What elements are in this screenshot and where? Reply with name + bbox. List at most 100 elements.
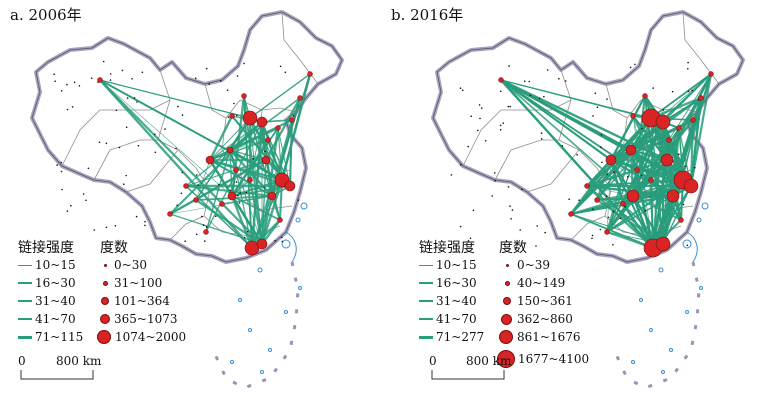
- city-node: [109, 79, 112, 81]
- city-node: [239, 192, 241, 194]
- city-node: [114, 225, 117, 227]
- city-node: [115, 109, 118, 112]
- city-node: [641, 127, 643, 130]
- city-node: [591, 234, 594, 237]
- city-node: [494, 172, 496, 174]
- city-node: [613, 171, 615, 173]
- city-node: [499, 90, 502, 93]
- city-node: [197, 184, 199, 186]
- city-node: [690, 117, 696, 123]
- city-node: [226, 89, 229, 91]
- province-boundary: [605, 83, 642, 119]
- degree-legend-item: 101~364: [100, 294, 170, 308]
- island: [661, 370, 665, 374]
- city-node: [640, 174, 643, 177]
- city-node: [691, 89, 693, 92]
- city-node: [82, 193, 85, 195]
- city-node: [284, 71, 287, 74]
- city-node: [592, 208, 594, 210]
- city-node: [629, 66, 632, 69]
- city-node: [181, 114, 184, 116]
- network-link: [185, 185, 253, 249]
- city-node: [144, 224, 146, 227]
- island: [658, 267, 664, 273]
- island: [238, 298, 242, 302]
- city-node: [233, 102, 235, 105]
- city-node: [509, 205, 511, 207]
- city-node: [229, 189, 232, 192]
- island: [284, 310, 288, 314]
- city-node: [604, 229, 610, 235]
- network-link: [500, 79, 634, 197]
- network-link: [606, 195, 674, 233]
- city-node: [682, 203, 685, 206]
- city-node: [644, 209, 646, 212]
- city-node: [558, 77, 560, 80]
- city-node: [600, 134, 603, 136]
- city-node: [601, 161, 603, 164]
- city-node: [201, 215, 203, 218]
- city-node: [78, 85, 81, 87]
- coastline: [285, 231, 297, 263]
- link-legend-item: 10~15: [18, 258, 76, 272]
- city-node: [540, 132, 543, 134]
- city-node: [205, 67, 208, 70]
- coastline: [686, 231, 698, 263]
- city-node: [561, 145, 564, 147]
- island: [669, 348, 673, 352]
- island: [696, 217, 702, 223]
- city-node: [105, 142, 108, 145]
- network-link: [289, 119, 293, 187]
- province-boundary: [239, 99, 297, 113]
- city-node: [125, 174, 127, 177]
- island: [248, 328, 252, 332]
- city-node: [671, 90, 674, 93]
- province-boundary: [494, 139, 559, 181]
- sea-boundary: [613, 261, 701, 390]
- network-link: [610, 117, 652, 161]
- link-legend-title: 链接强度: [18, 240, 74, 256]
- city-node: [196, 233, 198, 236]
- city-node: [87, 167, 90, 170]
- city-node: [491, 195, 493, 197]
- city-node: [154, 151, 157, 154]
- city-node: [141, 71, 144, 74]
- island: [257, 267, 263, 273]
- city-node: [193, 197, 199, 203]
- city-node: [281, 236, 283, 239]
- city-node: [70, 204, 72, 207]
- city-node: [205, 226, 208, 228]
- city-node: [195, 174, 198, 176]
- city-node: [543, 95, 545, 98]
- city-node: [693, 166, 696, 169]
- node-layer: [450, 61, 714, 258]
- island: [295, 217, 301, 223]
- hub-node: [625, 144, 637, 156]
- map-panel-2006: a. 2006年 链接强度 10~15 16~30 31~40 41~70 71…: [0, 0, 380, 400]
- degree-legend-item: 150~361: [501, 294, 573, 308]
- network-link: [208, 115, 234, 161]
- network-link: [586, 179, 684, 187]
- network-link: [632, 121, 664, 197]
- island: [699, 286, 703, 290]
- city-node: [509, 105, 512, 108]
- hub-node: [626, 189, 640, 203]
- degree-legend-item: 0~30: [100, 258, 147, 272]
- city-node: [619, 217, 622, 220]
- city-node: [203, 229, 209, 235]
- city-node: [167, 211, 173, 217]
- city-node: [109, 73, 112, 75]
- city-node: [544, 231, 546, 234]
- city-node: [233, 167, 239, 173]
- city-node: [121, 69, 124, 72]
- city-node: [289, 117, 295, 123]
- city-node: [460, 164, 462, 166]
- city-node: [275, 125, 281, 131]
- city-node: [511, 209, 514, 211]
- link-legend-item: 41~70: [18, 312, 76, 326]
- scale-distance: 800 km: [466, 354, 512, 368]
- island: [685, 310, 689, 314]
- network-link: [630, 118, 694, 152]
- province-boundary: [93, 139, 158, 181]
- island: [281, 239, 291, 249]
